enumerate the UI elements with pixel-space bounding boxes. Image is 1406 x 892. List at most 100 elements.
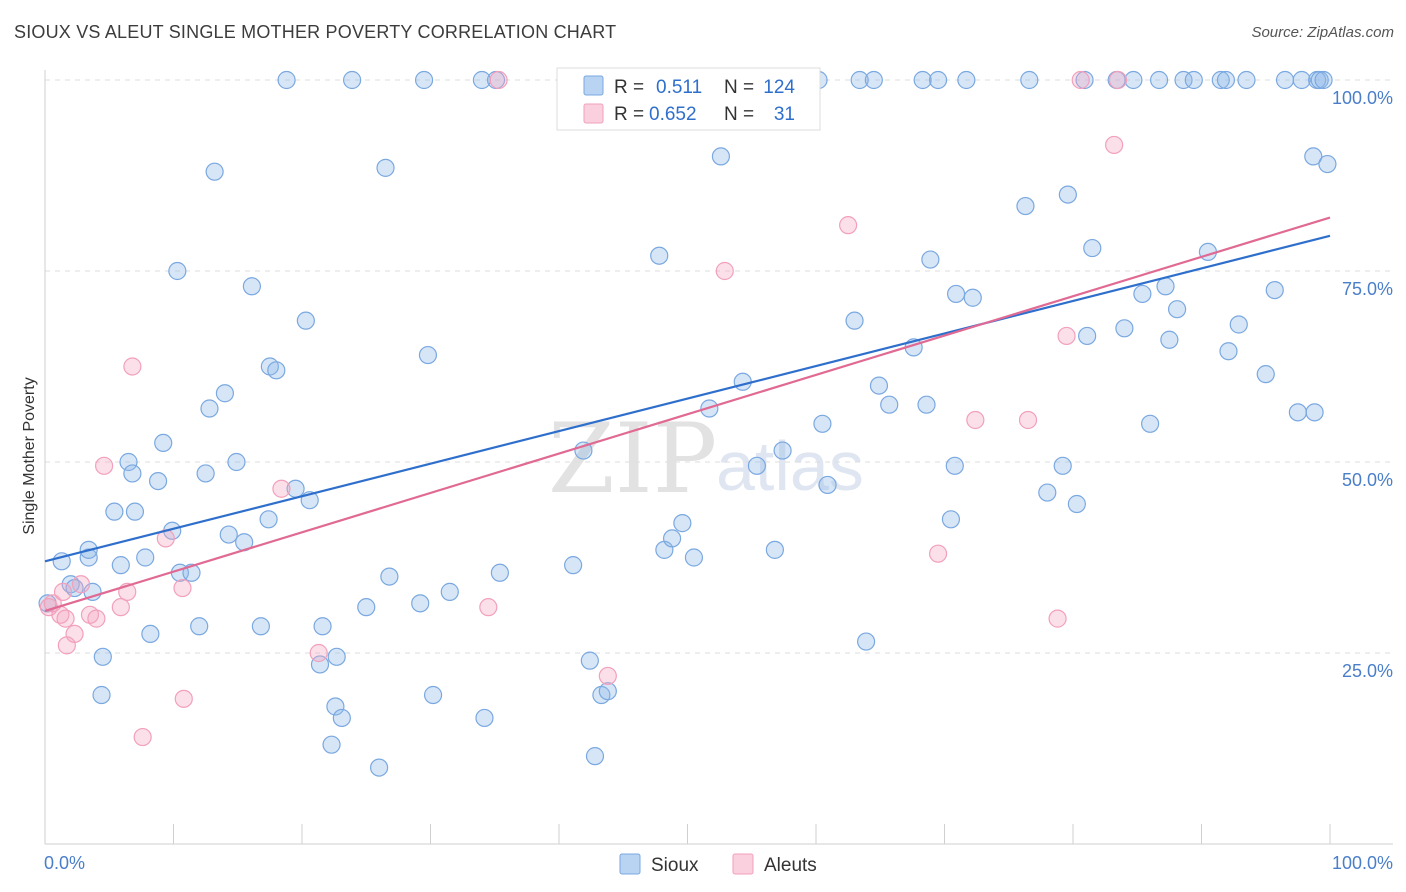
aleuts-point	[173, 578, 192, 598]
bottom-legend-aleuts-label: Aleuts	[764, 855, 817, 876]
legend-aleuts-r-label: R =	[614, 104, 644, 125]
sioux-point	[1288, 403, 1307, 422]
sioux-point	[585, 747, 605, 766]
sioux-point	[423, 685, 443, 705]
sioux-point	[1216, 70, 1236, 90]
y-tick-label: 75.0%	[1342, 279, 1393, 299]
sioux-point	[168, 261, 187, 281]
sioux-point	[376, 158, 395, 177]
sioux-point	[1124, 70, 1143, 90]
sioux-point	[277, 70, 296, 90]
sioux-point	[1156, 277, 1175, 296]
aleuts-point	[53, 582, 73, 601]
sioux-point	[93, 647, 112, 666]
sioux-point	[119, 452, 138, 472]
aleuts-point	[309, 643, 328, 663]
sioux-point	[332, 708, 351, 728]
aleuts-point	[1108, 70, 1128, 90]
sioux-point	[957, 70, 976, 90]
sioux-point	[370, 758, 389, 777]
sioux-point	[662, 529, 682, 548]
sioux-point	[380, 567, 399, 586]
sioux-point	[440, 582, 459, 601]
sioux-point	[1020, 70, 1039, 90]
sioux-point	[1115, 319, 1134, 338]
sioux-point	[711, 147, 731, 166]
sioux-point	[259, 510, 278, 529]
legend-sioux-n-label: N =	[724, 77, 754, 98]
aleuts-point	[111, 598, 130, 617]
aleuts-point	[715, 261, 734, 281]
sioux-point	[1160, 330, 1179, 349]
y-tick-label: 50.0%	[1342, 470, 1393, 490]
sioux-point	[598, 682, 617, 701]
sioux-point	[418, 345, 438, 365]
sioux-point	[773, 441, 792, 460]
sioux-point	[921, 250, 940, 269]
sioux-point	[673, 514, 692, 533]
grid-lines	[45, 79, 1393, 654]
sioux-point	[1256, 365, 1275, 384]
sioux-point	[1219, 342, 1238, 361]
sioux-point	[313, 617, 332, 636]
sioux-trend-line	[44, 234, 1331, 563]
aleuts-point	[174, 689, 193, 708]
legend-aleuts-swatch	[583, 103, 604, 124]
sioux-point	[917, 395, 936, 414]
aleuts-point	[71, 575, 91, 594]
aleuts-point	[1071, 70, 1090, 90]
sioux-point	[92, 685, 111, 705]
sioux-point	[1016, 196, 1035, 216]
legend-aleuts-n-value: 31	[774, 104, 795, 125]
sioux-point	[148, 472, 168, 491]
sioux-point	[1229, 315, 1248, 334]
aleuts-point	[133, 727, 152, 747]
bottom-legend-aleuts-swatch	[732, 853, 754, 875]
aleuts-point	[1105, 135, 1124, 155]
sioux-point	[913, 70, 932, 90]
sioux-point	[963, 288, 982, 307]
aleuts-point	[839, 216, 858, 235]
sioux-point	[580, 651, 599, 670]
sioux-point	[326, 697, 345, 716]
sioux-point	[322, 735, 341, 754]
zipatlas-watermark: ZIP atlas	[548, 403, 864, 515]
legend-sioux-swatch	[583, 75, 604, 96]
sioux-point	[1237, 70, 1256, 90]
sioux-point	[650, 246, 669, 265]
legend-sioux-r-value: 0.511	[656, 77, 702, 98]
sioux-point	[219, 525, 238, 544]
aleuts-point	[479, 598, 498, 617]
sioux-point	[475, 708, 494, 728]
aleuts-point	[966, 410, 985, 430]
series-legend: Sioux Aleuts	[619, 853, 817, 876]
sioux-point	[1314, 70, 1333, 90]
axes	[44, 70, 1393, 845]
sioux-point	[1211, 70, 1230, 90]
sioux-point	[1038, 483, 1057, 502]
aleuts-trend-line	[44, 216, 1331, 613]
sioux-point	[845, 311, 864, 330]
aleuts-point	[95, 456, 114, 475]
sioux-point	[136, 548, 155, 567]
sioux-point	[123, 464, 142, 483]
sioux-point	[1053, 456, 1072, 475]
sioux-point	[411, 594, 430, 613]
sioux-point	[125, 502, 145, 521]
sioux-point	[1275, 70, 1295, 90]
sioux-point	[928, 70, 948, 90]
aleuts-point	[1057, 326, 1076, 346]
sioux-point	[818, 475, 837, 495]
y-tick-label: 100.0%	[1332, 88, 1393, 108]
sioux-point	[79, 548, 98, 567]
sioux-point	[205, 162, 224, 181]
sioux-point	[1184, 70, 1203, 90]
sioux-point	[141, 624, 160, 644]
source-credit: Source: ZipAtlas.com	[1251, 24, 1394, 41]
sioux-point	[1304, 147, 1323, 166]
sioux-point	[765, 540, 784, 559]
sioux-point	[941, 510, 961, 529]
sioux-point	[747, 456, 766, 475]
sioux-point	[813, 414, 832, 433]
